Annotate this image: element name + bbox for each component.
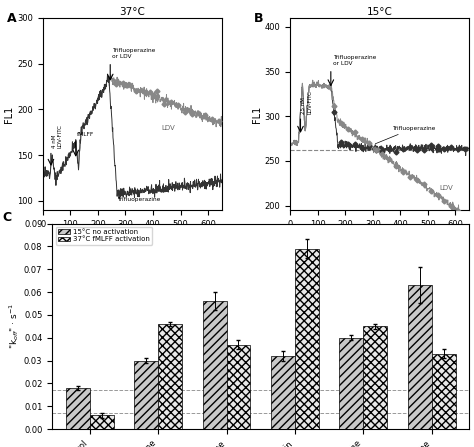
Y-axis label: FL1: FL1: [4, 105, 14, 122]
Bar: [227, 345, 250, 429]
Bar: [134, 361, 158, 429]
Bar: [90, 415, 114, 429]
Bar: [295, 249, 319, 429]
Text: A: A: [7, 12, 17, 25]
Text: Trifluoperazine: Trifluoperazine: [375, 126, 436, 144]
Text: 4 nM
LDV-FITC: 4 nM LDV-FITC: [52, 124, 63, 148]
X-axis label: Time (s): Time (s): [114, 234, 151, 243]
Bar: [339, 338, 363, 429]
X-axis label: Time (s): Time (s): [361, 234, 398, 243]
Bar: [158, 324, 182, 429]
Bar: [202, 301, 227, 429]
Text: C: C: [2, 211, 11, 224]
Text: B: B: [254, 12, 264, 25]
Bar: [66, 388, 90, 429]
Text: 25 nM
LDV-FITC: 25 nM LDV-FITC: [301, 91, 312, 114]
Bar: [363, 326, 387, 429]
Title: 37°C: 37°C: [119, 7, 145, 17]
Y-axis label: "k$_{off}$" · s$^{-1}$: "k$_{off}$" · s$^{-1}$: [7, 303, 21, 350]
Text: Trifluoperazine
or LDV: Trifluoperazine or LDV: [112, 48, 156, 59]
Bar: [432, 354, 456, 429]
Text: Trifluoperazine: Trifluoperazine: [118, 191, 161, 202]
Bar: [408, 285, 432, 429]
Legend: 15°C no activation, 37°C fMLFF activation: 15°C no activation, 37°C fMLFF activatio…: [55, 227, 152, 245]
Text: fMLFF: fMLFF: [77, 132, 94, 137]
Y-axis label: FL1: FL1: [252, 105, 262, 122]
Text: Trifluoperazine
or LDV: Trifluoperazine or LDV: [333, 55, 376, 66]
Text: LDV: LDV: [439, 185, 453, 190]
Title: 15°C: 15°C: [367, 7, 392, 17]
Bar: [271, 356, 295, 429]
Text: LDV: LDV: [161, 125, 175, 131]
